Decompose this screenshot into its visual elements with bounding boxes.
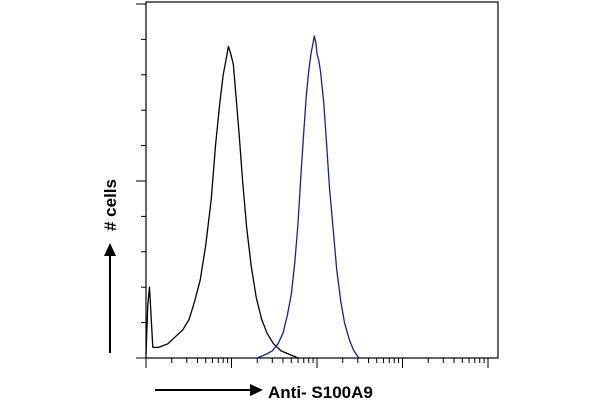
sample-histogram-line [256, 35, 360, 359]
x-axis-label: Anti- S100A9 [268, 383, 373, 400]
y-axis-arrowhead [104, 243, 116, 256]
plot-frame [145, 1, 499, 359]
control-histogram-line [145, 45, 299, 359]
histogram-series [145, 35, 360, 359]
x-axis-arrowhead [250, 384, 263, 396]
y-axis-ticks [136, 3, 146, 359]
x-axis-ticks [145, 358, 489, 368]
y-axis-label: # cells [101, 179, 120, 231]
